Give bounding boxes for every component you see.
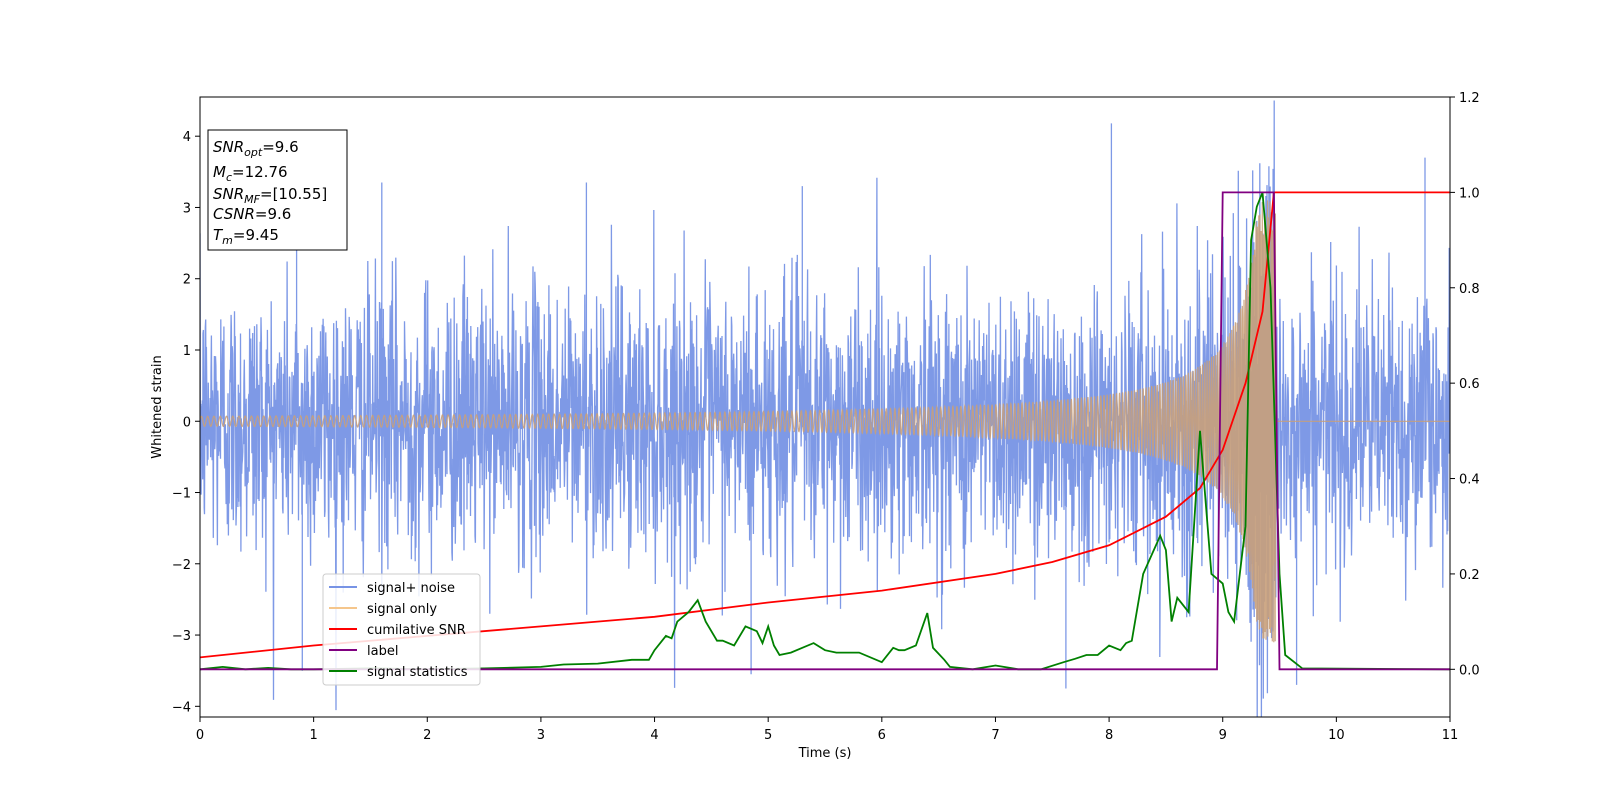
y-left-tick-label: −2 (172, 558, 191, 573)
x-tick-label: 1 (309, 728, 317, 743)
x-tick-label: 10 (1328, 728, 1345, 743)
plot-frame (199, 96, 1451, 718)
y-left-tick-label: 2 (183, 273, 191, 288)
y-left-tick-label: 0 (183, 415, 191, 430)
series-signal-only (200, 200, 1450, 643)
x-tick-label: 3 (537, 728, 545, 743)
x-tick-label: 6 (878, 728, 886, 743)
y-right-tick-label: 0.6 (1459, 377, 1480, 392)
annotation-frame (207, 129, 348, 251)
x-tick-label: 9 (1219, 728, 1227, 743)
y-right-tick-label: 0.8 (1459, 282, 1480, 297)
x-tick-label: 7 (991, 728, 999, 743)
annotation-line: SNRMF=[10.55] (213, 185, 327, 206)
x-tick-label: 4 (650, 728, 658, 743)
y-right-tick-label: 0.0 (1459, 663, 1480, 678)
y-right-tick-label: 1.2 (1459, 91, 1480, 106)
x-tick-label: 8 (1105, 728, 1113, 743)
series-label-line (200, 191, 1450, 671)
y-axis-title: Whitened strain (150, 355, 165, 458)
x-tick-label: 11 (1442, 728, 1459, 743)
y-left-tick-label: −1 (172, 487, 191, 502)
y-right-tick-label: 0.2 (1459, 568, 1480, 583)
y-left-tick-label: 1 (183, 344, 191, 359)
y-left-tick-label: −4 (172, 700, 191, 715)
series-signal-noise (200, 100, 1450, 717)
series-signal-statistics-line (200, 192, 1450, 671)
annotation-line: Mc=12.76 (213, 163, 288, 184)
signal-noise-line (200, 100, 1450, 717)
legend: signal+ noise signal only cumilative SNR la… (322, 573, 481, 686)
legend-label: signal only (367, 602, 437, 617)
annotation-line: Tm=9.45 (213, 226, 279, 247)
right-axis-series (200, 191, 1450, 671)
signal-only-line (200, 200, 1450, 643)
x-tick-label: 2 (423, 728, 431, 743)
x-tick-label: 0 (196, 728, 204, 743)
x-axis-title: Time (s) (798, 746, 852, 761)
legend-label: label (367, 644, 398, 659)
series-cumilative-snr-line (200, 191, 1450, 659)
y-left-tick-label: 4 (183, 130, 191, 145)
y-left-axis-ticks: 4 3 2 1 0 −1 −2 −3 −4 (172, 130, 200, 715)
x-axis-ticks: 0 1 2 3 4 5 6 7 8 9 10 11 (196, 717, 1458, 743)
y-left-tick-label: 3 (183, 201, 191, 216)
annotation-line: SNRopt=9.6 (213, 138, 299, 159)
y-left-tick-label: −3 (172, 629, 191, 644)
y-right-tick-label: 0.4 (1459, 473, 1480, 488)
legend-label: signal statistics (367, 665, 468, 680)
legend-frame (322, 573, 481, 686)
x-tick-label: 5 (764, 728, 772, 743)
legend-label: cumilative SNR (367, 623, 466, 638)
y-right-tick-label: 1.0 (1459, 186, 1480, 201)
y-right-axis-ticks: 1.2 1.0 0.8 0.6 0.4 0.2 0.0 (1450, 91, 1480, 678)
legend-label: signal+ noise (367, 581, 455, 596)
annotation-line: CSNR=9.6 (213, 205, 291, 223)
